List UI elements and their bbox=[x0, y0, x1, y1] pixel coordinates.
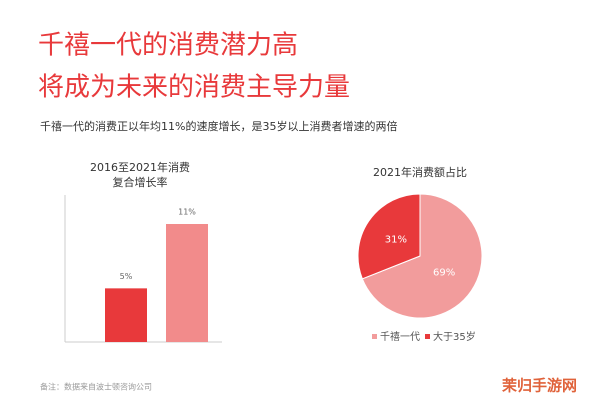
title-line: 将成为未来的消费主导力量 bbox=[38, 73, 350, 103]
subtitle: 千禧一代的消费正以年均11%的速度增长，是35岁以上消费者增速的两倍 bbox=[40, 119, 397, 133]
bar bbox=[105, 288, 147, 342]
chart-title: 2016至2021年消费 bbox=[90, 160, 190, 174]
value-label: 11% bbox=[178, 208, 196, 217]
legend-marker bbox=[372, 334, 377, 339]
chart-title: 2021年消费额占比 bbox=[373, 165, 467, 179]
legend-label: 大于35岁 bbox=[433, 330, 476, 343]
pie-slice bbox=[361, 193, 483, 319]
value-label: 31% bbox=[385, 235, 407, 246]
watermark: 茉归手游网 bbox=[502, 377, 577, 395]
bar bbox=[166, 224, 208, 342]
chart-title: 复合增长率 bbox=[113, 175, 168, 189]
legend-marker bbox=[425, 334, 430, 339]
pie-slice bbox=[357, 193, 421, 280]
value-label: 69% bbox=[433, 267, 455, 278]
title-line: 千禧一代的消费潜力高 bbox=[38, 31, 298, 61]
legend-label: 千禧一代 bbox=[380, 330, 420, 343]
footer: 备注：数据来自波士顿咨询公司 bbox=[40, 382, 152, 392]
value-label: 5% bbox=[120, 272, 133, 281]
